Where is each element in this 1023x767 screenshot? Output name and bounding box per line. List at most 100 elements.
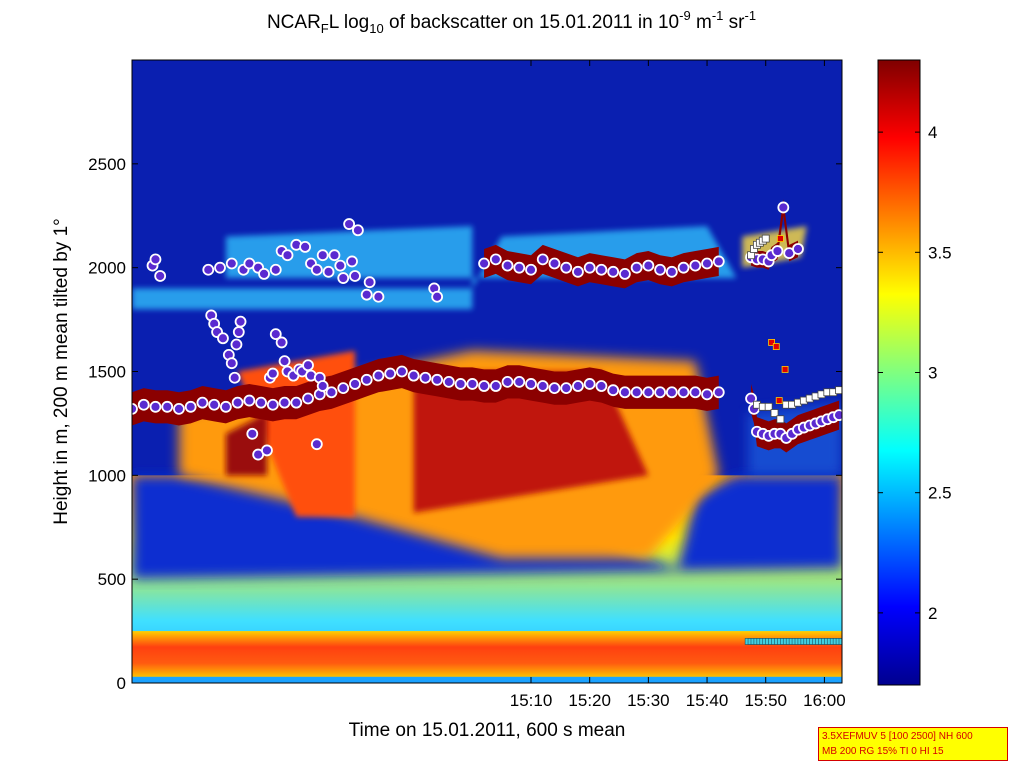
scattered-point [232,326,245,338]
x-tick-label: 15:20 [568,691,611,710]
scattered-point [431,290,444,303]
cloud-base-point [583,378,596,390]
y-tick-label: 2500 [88,155,126,174]
cloud-base-point [677,386,690,399]
scattered-point [363,276,376,289]
upper-layer-point [513,261,526,274]
colorbar-tick-label: 2.5 [928,484,952,503]
bottom-square-point [838,638,842,645]
scattered-point [217,332,229,345]
cloud-base-point [595,380,608,392]
chart-title: NCARFL log10 of backscatter on 15.01.201… [266,8,757,36]
cloud-base-point [513,375,526,388]
cloud-base-point [466,378,479,390]
cloud-base-point [618,386,631,399]
cloud-base-point [132,402,138,415]
plot-area [132,60,842,683]
scattered-point [278,355,291,368]
cloud-base-point [431,373,444,386]
scattered-point [316,380,329,392]
cloud-base-point [536,380,549,392]
cloud-base-point [607,384,620,397]
info-box: 3.5XEFMUV 5 [100 2500] NH 600 MB 200 RG … [818,727,1008,761]
x-tick-label: 15:30 [627,691,670,710]
info-line-1: 3.5XEFMUV 5 [100 2500] NH 600 [822,731,973,742]
cloud-base-point [219,400,232,413]
cloud-base-point [560,382,573,395]
surface-layer [132,631,842,677]
scattered-point [228,371,241,384]
red-square-point [772,343,780,350]
x-axis-label: Time on 15.01.2011, 600 s mean [349,720,626,741]
scattered-point [258,267,270,280]
red-square-point [781,366,789,373]
scattered-point [316,249,329,262]
colorbar-tick-label: 3.5 [928,243,952,262]
cloud-base-point [384,367,397,380]
upper-layer-point [618,267,631,280]
white-square-point [761,234,770,243]
cloud-base-point [302,392,314,405]
scattered-point [246,427,259,440]
x-tick-label: 15:50 [744,691,787,710]
colorbar-tick-label: 2 [928,604,937,623]
scattered-point [234,315,247,328]
y-tick-label: 2000 [88,259,126,278]
scattered-point [337,272,350,284]
scattered-point [322,265,335,278]
cloud-base-point [243,394,256,407]
scattered-point [202,263,215,276]
scattered-point [149,253,162,266]
cloud-base-point [525,378,537,390]
cloud-base-point [349,378,361,390]
scattered-point [343,218,356,230]
upper-layer-point [642,259,655,272]
cloud-base-point [173,402,185,415]
upper-layer-point [689,259,702,272]
upper-layer-point [501,259,514,272]
cloud-base-point [689,386,702,399]
scattered-point [328,249,341,262]
scattered-point [225,257,238,270]
upper-layer-point [654,263,666,276]
colorbar-tick-label: 3 [928,364,937,383]
scattered-point [281,249,294,262]
white-square-point [770,409,779,417]
scattered-point [352,224,364,237]
cloud-base-point [454,378,467,390]
cloud-base-point [489,380,502,392]
info-line-2: MB 200 RG 15% TI 0 HI 15 [822,746,944,757]
cloud-base-point [196,396,209,409]
upper-layer-point [548,257,561,270]
upper-layer-point [572,265,584,278]
y-tick-label: 0 [117,674,126,693]
colorbar-gradient [877,59,921,686]
cloud-base-point [278,396,291,409]
colorbar-tick-label: 4 [928,123,937,142]
cloud-base-point [642,386,655,399]
upper-layer-point [489,253,502,266]
scattered-point [275,336,288,349]
upper-layer-point [630,261,643,274]
scattered-point [214,261,226,274]
upper-layer-point [536,253,549,266]
cloud-base-point [372,369,385,382]
cloud-base-point [478,380,490,392]
scattered-point [334,259,347,272]
upper-layer-point [712,255,725,268]
scattered-point [372,290,385,303]
scattered-point [269,263,282,276]
late-cloud-point [792,243,804,255]
scattered-point [360,288,373,301]
cloud-base-point [407,369,420,382]
cloud-base-point [654,386,666,399]
cloud-base-point [572,380,584,392]
y-tick-label: 1000 [88,466,126,485]
cloud-base-point [290,396,303,409]
cloud-base-point [266,398,279,411]
scattered-point [225,357,238,370]
late-cloud-point [771,245,784,257]
white-square-point [776,415,785,424]
y-axis-label: Height in m, 200 m mean tilted by 1° [51,218,72,524]
